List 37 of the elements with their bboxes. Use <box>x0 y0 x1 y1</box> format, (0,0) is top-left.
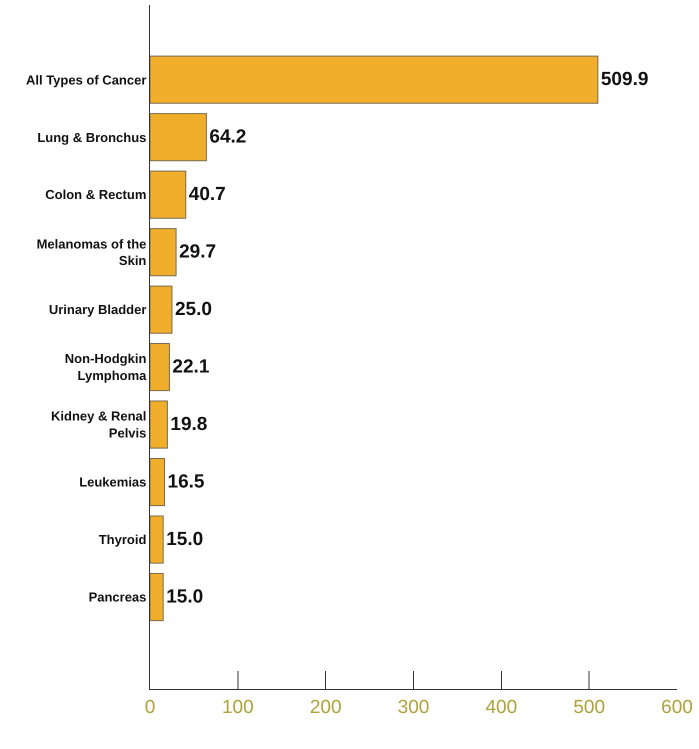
x-tick-label: 500 <box>573 696 606 718</box>
bar <box>150 400 168 449</box>
x-tick-label: 0 <box>144 696 156 718</box>
y-tick-label: Kidney & Renal Pelvis <box>51 408 146 441</box>
bar <box>150 113 207 162</box>
bar <box>150 572 164 622</box>
data-label: 29.7 <box>179 242 216 263</box>
data-label: 40.7 <box>188 184 226 206</box>
y-tick-label: Melanomas of the Skin <box>36 236 146 268</box>
data-label: 22.1 <box>172 356 210 378</box>
x-tick-label: 100 <box>222 696 254 718</box>
data-label: 19.8 <box>170 414 208 436</box>
y-tick-label: Leukemias <box>79 474 146 490</box>
y-tick-label: All Types of Cancer <box>26 72 146 88</box>
x-tick-label: 300 <box>398 696 430 718</box>
bar <box>150 286 172 334</box>
data-label: 16.5 <box>167 472 205 493</box>
data-label: 25.0 <box>174 299 212 320</box>
x-tick-label: 400 <box>485 696 518 718</box>
bar <box>150 170 186 219</box>
bar <box>150 515 164 564</box>
data-label: 509.9 <box>600 69 648 90</box>
x-tick-label: 600 <box>661 696 693 718</box>
bar <box>150 458 165 506</box>
bar <box>150 343 170 392</box>
y-tick-label: Urinary Bladder <box>48 302 146 318</box>
data-label: 64.2 <box>209 126 246 148</box>
y-tick-label: Pancreas <box>88 590 146 605</box>
x-tick-label: 200 <box>310 696 342 718</box>
data-label: 15.0 <box>166 586 204 608</box>
y-tick-label: Colon & Rectum <box>45 187 146 202</box>
y-tick-label: Lung & Bronchus <box>37 130 146 145</box>
y-tick-label: Non-Hodgkin Lymphoma <box>64 351 148 384</box>
bar <box>150 228 177 276</box>
data-label: 15.0 <box>166 529 204 550</box>
y-tick-label: Thyroid <box>98 532 146 548</box>
bar <box>150 56 598 104</box>
